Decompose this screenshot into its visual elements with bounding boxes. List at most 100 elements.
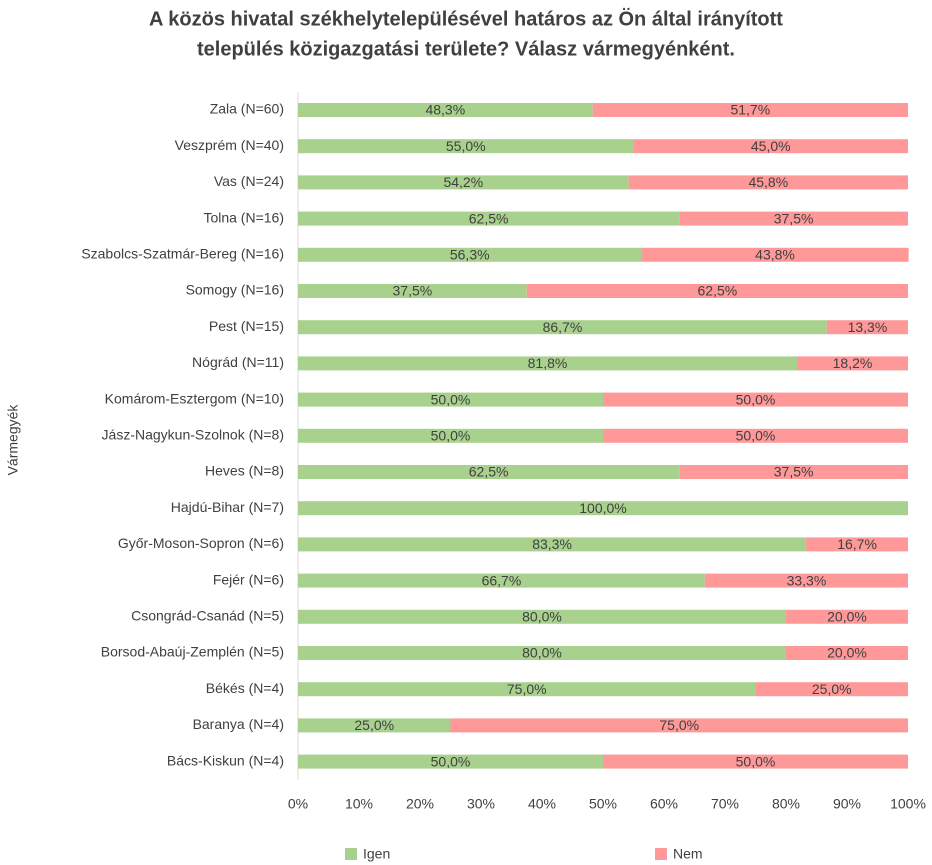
data-label: 81,8% <box>528 355 568 371</box>
data-label: 50,0% <box>431 753 471 769</box>
bar-segment <box>298 103 593 117</box>
bar-segment <box>786 609 908 624</box>
x-tick-label: 10% <box>345 796 373 812</box>
data-label: 16,7% <box>837 536 877 552</box>
data-label: 62,5% <box>698 283 738 299</box>
bar-segment <box>298 392 603 407</box>
bar-segment <box>298 356 797 371</box>
data-label: 20,0% <box>827 609 867 625</box>
bar-segment <box>603 392 908 407</box>
bar-segment <box>786 646 908 660</box>
x-tick-label: 90% <box>833 796 861 812</box>
bar-segment <box>298 175 629 190</box>
data-label: 75,0% <box>507 681 547 697</box>
data-label: 43,8% <box>755 247 795 263</box>
bar-segment <box>679 211 908 226</box>
data-label: 54,2% <box>443 174 483 190</box>
y-axis-label: Vármegyék <box>5 404 21 476</box>
y-tick-label: Nógrád (N=11) <box>192 354 284 370</box>
y-tick-label: Tolna (N=16) <box>203 209 284 225</box>
bar-segment <box>796 356 908 371</box>
data-label: 25,0% <box>354 717 394 733</box>
bar-segment <box>603 428 908 443</box>
data-label: 66,7% <box>482 572 522 588</box>
bar-segment <box>755 682 908 697</box>
legend-label: Nem <box>673 846 703 862</box>
bar-segment <box>679 465 908 479</box>
data-label: 86,7% <box>543 319 583 335</box>
x-tick-label: 60% <box>650 796 678 812</box>
data-label: 75,0% <box>659 717 699 733</box>
data-label: 37,5% <box>774 464 814 480</box>
data-label: 50,0% <box>431 391 471 407</box>
y-tick-label: Borsod-Abaúj-Zemplén (N=5) <box>101 644 284 660</box>
x-tick-label: 70% <box>711 796 739 812</box>
bar-segment <box>298 211 680 226</box>
data-label: 55,0% <box>446 138 486 154</box>
y-tick-label: Somogy (N=16) <box>186 282 284 298</box>
y-tick-label: Vas (N=24) <box>214 173 284 189</box>
bar-segment <box>298 682 756 697</box>
y-tick-label: Bács-Kiskun (N=4) <box>167 752 284 768</box>
bar-segment <box>298 247 642 262</box>
y-tick-label: Békés (N=4) <box>206 680 284 696</box>
bar-segment <box>603 754 908 769</box>
y-tick-label: Győr-Moson-Sopron (N=6) <box>118 535 284 551</box>
y-tick-label: Pest (N=15) <box>209 318 284 334</box>
data-label: 20,0% <box>827 645 867 661</box>
data-label: 50,0% <box>431 428 471 444</box>
x-tick-label: 20% <box>406 796 434 812</box>
bar-segment <box>298 284 527 298</box>
data-label: 51,7% <box>730 102 770 118</box>
bar-segment <box>298 320 827 335</box>
legend-label: Igen <box>363 846 390 862</box>
data-label: 100,0% <box>579 500 626 516</box>
y-tick-label: Fejér (N=6) <box>213 571 284 587</box>
bar-segment <box>298 139 634 154</box>
bar-segment <box>450 718 908 733</box>
data-label: 62,5% <box>469 464 509 480</box>
bar-segment <box>641 247 909 262</box>
data-label: 37,5% <box>393 283 433 299</box>
chart-title: A közös hivatal székhelytelepülésével ha… <box>149 7 783 30</box>
x-tick-label: 80% <box>772 796 800 812</box>
y-tick-label: Zala (N=60) <box>210 101 284 117</box>
bar-segment <box>704 573 908 588</box>
bar-segment <box>592 103 908 117</box>
bar-segment <box>826 320 908 335</box>
y-tick-label: Szabolcs-Szatmár-Bereg (N=16) <box>81 246 284 262</box>
x-tick-label: 100% <box>890 796 926 812</box>
y-tick-label: Baranya (N=4) <box>193 716 284 732</box>
data-label: 50,0% <box>736 753 776 769</box>
bar-segment <box>298 465 680 479</box>
legend-swatch <box>345 848 357 860</box>
bar-segment <box>298 428 603 443</box>
bar-segment <box>806 537 908 552</box>
bar-segment <box>298 537 807 552</box>
bar-segment <box>298 754 603 769</box>
data-label: 37,5% <box>774 210 814 226</box>
data-label: 48,3% <box>425 102 465 118</box>
data-label: 45,0% <box>751 138 791 154</box>
data-label: 83,3% <box>532 536 572 552</box>
data-label: 50,0% <box>736 391 776 407</box>
x-tick-label: 0% <box>288 796 308 812</box>
data-label: 18,2% <box>833 355 873 371</box>
bar-segment <box>298 646 786 660</box>
x-tick-label: 50% <box>589 796 617 812</box>
data-label: 13,3% <box>848 319 888 335</box>
data-label: 45,8% <box>748 174 788 190</box>
bar-segment <box>633 139 908 154</box>
data-label: 80,0% <box>522 645 562 661</box>
y-tick-label: Hajdú-Bihar (N=7) <box>171 499 284 515</box>
data-label: 25,0% <box>812 681 852 697</box>
y-tick-label: Heves (N=8) <box>205 463 284 479</box>
data-label: 50,0% <box>736 428 776 444</box>
data-label: 62,5% <box>469 210 509 226</box>
data-label: 33,3% <box>787 572 827 588</box>
y-tick-label: Komárom-Esztergom (N=10) <box>105 390 284 406</box>
bar-segment <box>526 284 908 298</box>
bar-segment <box>298 718 451 733</box>
data-label: 56,3% <box>450 247 490 263</box>
